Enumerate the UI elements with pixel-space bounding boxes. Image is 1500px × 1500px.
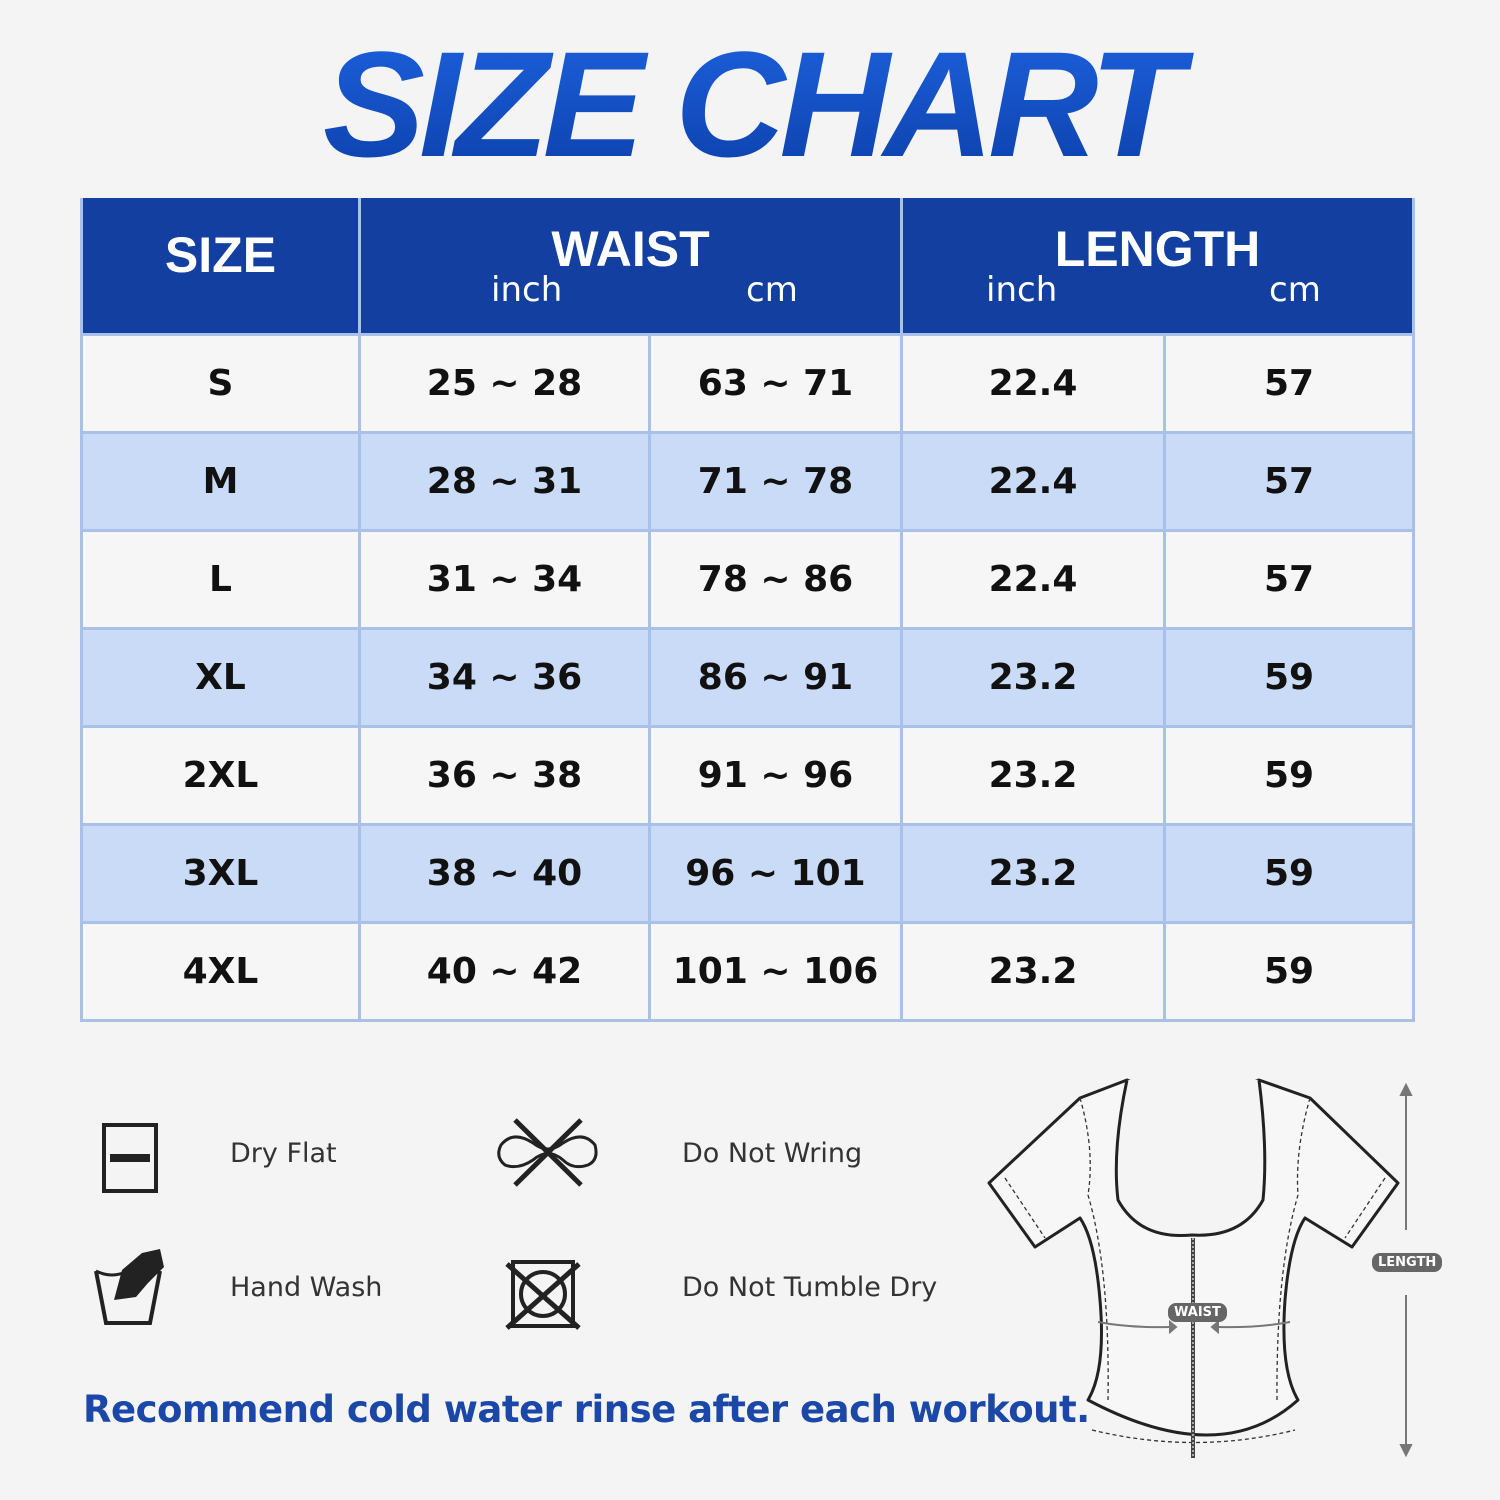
care-note: Recommend cold water rinse after each wo… [83, 1388, 1090, 1431]
cell-length-cm: 59 [1163, 921, 1415, 1022]
care-do-not-tumble-dry: Do Not Tumble Dry [682, 1272, 938, 1303]
cell-length-cm: 59 [1163, 823, 1415, 924]
cell-length-inch: 23.2 [900, 725, 1166, 826]
cell-length-cm: 57 [1163, 431, 1415, 532]
cell-waist-inch: 40 ~ 42 [358, 921, 651, 1022]
length-cm-label: cm [1269, 270, 1321, 310]
table-row: S 25 ~ 28 63 ~ 71 22.4 57 [80, 333, 1415, 434]
cell-waist-inch: 38 ~ 40 [358, 823, 651, 924]
table-row: M 28 ~ 31 71 ~ 78 22.4 57 [80, 431, 1415, 532]
cell-size: M [80, 431, 361, 532]
cell-length-cm: 57 [1163, 333, 1415, 434]
cell-length-cm: 57 [1163, 529, 1415, 630]
cell-size: 2XL [80, 725, 361, 826]
cell-size: 4XL [80, 921, 361, 1022]
cell-waist-inch: 25 ~ 28 [358, 333, 651, 434]
cell-length-inch: 22.4 [900, 529, 1166, 630]
cell-waist-cm: 63 ~ 71 [648, 333, 903, 434]
length-label: LENGTH [1372, 1253, 1443, 1272]
cell-waist-cm: 86 ~ 91 [648, 627, 903, 728]
hand-wash-icon [94, 1249, 164, 1325]
do-not-tumble-dry-icon [505, 1260, 581, 1330]
length-inch-label: inch [986, 270, 1058, 310]
cell-size: 3XL [80, 823, 361, 924]
cell-waist-cm: 96 ~ 101 [648, 823, 903, 924]
cell-waist-inch: 31 ~ 34 [358, 529, 651, 630]
cell-size: XL [80, 627, 361, 728]
table-row: 3XL 38 ~ 40 96 ~ 101 23.2 59 [80, 823, 1415, 924]
cell-waist-cm: 101 ~ 106 [648, 921, 903, 1022]
page-title: SIZE CHART [0, 18, 1500, 191]
cell-size: S [80, 333, 361, 434]
waist-cm-label: cm [746, 270, 798, 310]
cell-length-inch: 23.2 [900, 823, 1166, 924]
header-length: LENGTH inch cm [900, 198, 1415, 336]
cell-length-cm: 59 [1163, 627, 1415, 728]
header-waist: WAIST inch cm [358, 198, 903, 336]
cell-length-inch: 23.2 [900, 921, 1166, 1022]
table-row: L 31 ~ 34 78 ~ 86 22.4 57 [80, 529, 1415, 630]
do-not-wring-icon [497, 1118, 598, 1187]
cell-waist-cm: 78 ~ 86 [648, 529, 903, 630]
care-hand-wash: Hand Wash [230, 1272, 383, 1303]
dry-flat-icon [102, 1123, 158, 1193]
shirt-diagram [987, 1078, 1413, 1458]
waist-label: WAIST [1168, 1303, 1227, 1322]
cell-waist-inch: 36 ~ 38 [358, 725, 651, 826]
table-row: 4XL 40 ~ 42 101 ~ 106 23.2 59 [80, 921, 1415, 1022]
size-table: SIZE WAIST inch cm LENGTH inch cm S 25 ~ … [80, 198, 1415, 1022]
cell-length-cm: 59 [1163, 725, 1415, 826]
cell-waist-cm: 91 ~ 96 [648, 725, 903, 826]
cell-waist-inch: 34 ~ 36 [358, 627, 651, 728]
care-do-not-wring: Do Not Wring [682, 1138, 863, 1169]
cell-length-inch: 22.4 [900, 333, 1166, 434]
cell-length-inch: 22.4 [900, 431, 1166, 532]
table-row: 2XL 36 ~ 38 91 ~ 96 23.2 59 [80, 725, 1415, 826]
care-dry-flat: Dry Flat [230, 1138, 337, 1169]
table-row: XL 34 ~ 36 86 ~ 91 23.2 59 [80, 627, 1415, 728]
cell-waist-cm: 71 ~ 78 [648, 431, 903, 532]
cell-size: L [80, 529, 361, 630]
cell-waist-inch: 28 ~ 31 [358, 431, 651, 532]
header-size: SIZE [80, 198, 361, 336]
cell-length-inch: 23.2 [900, 627, 1166, 728]
waist-inch-label: inch [491, 270, 563, 310]
